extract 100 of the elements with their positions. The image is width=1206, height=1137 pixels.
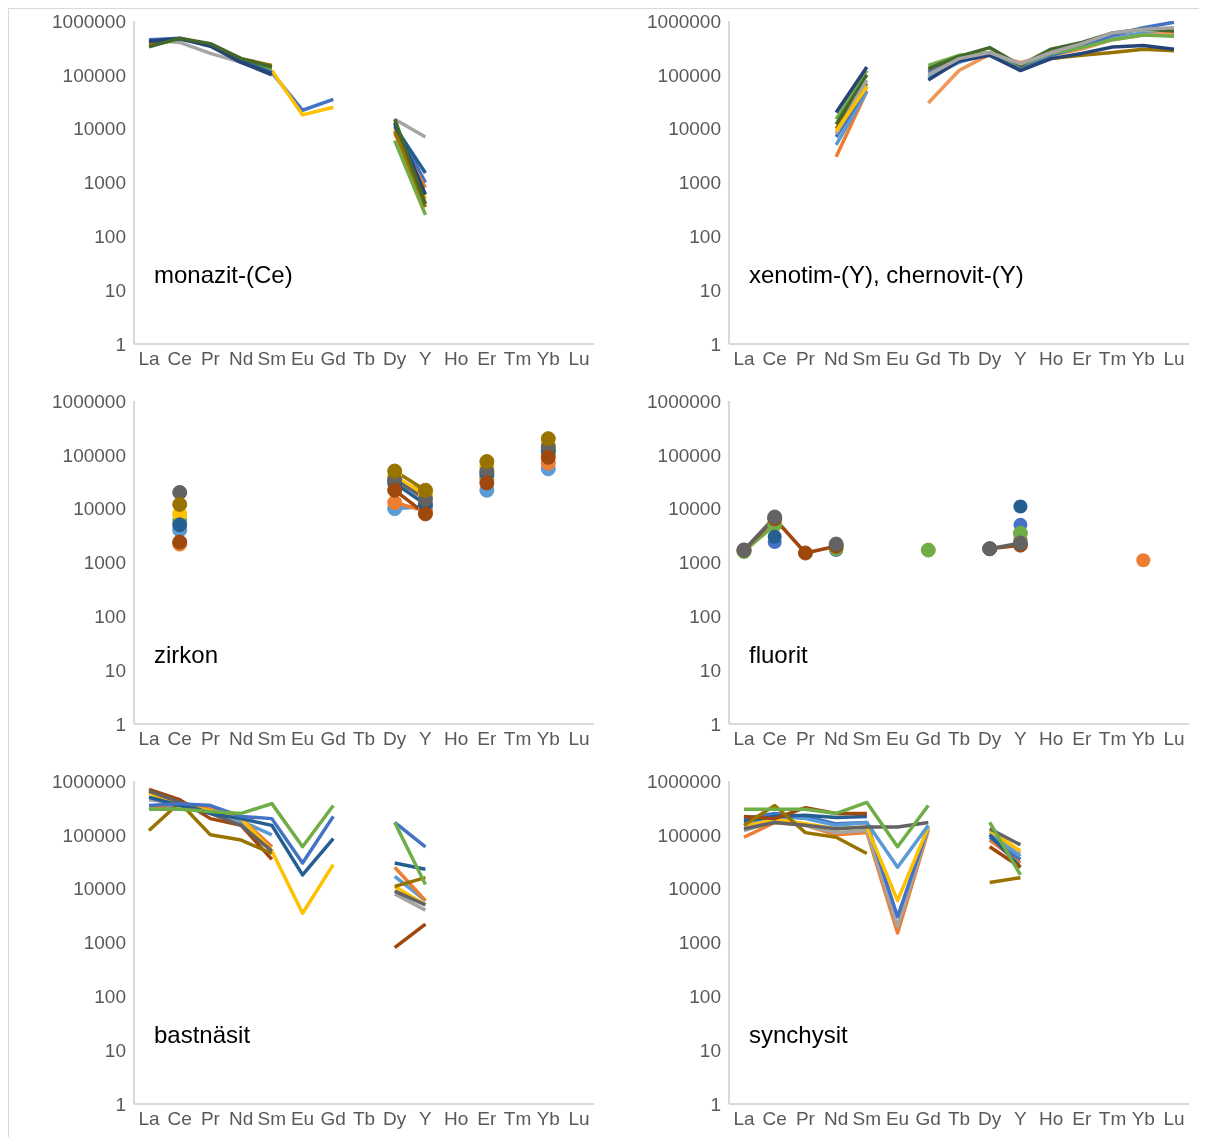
y-tick-label: 1 xyxy=(115,713,126,735)
x-tick-label: Yb xyxy=(536,728,560,750)
y-tick-label: 100 xyxy=(94,226,126,248)
x-tick-label: Ho xyxy=(1038,1108,1064,1130)
x-tick-label: Dy xyxy=(978,728,1002,750)
x-tick-label: Ho xyxy=(1038,348,1064,370)
y-tick-label: 1 xyxy=(710,333,721,355)
x-tick-label: Sm xyxy=(257,1108,287,1130)
x-tick-label: Pr xyxy=(795,348,816,370)
x-tick-label: La xyxy=(733,348,755,370)
y-tick-label: 10000 xyxy=(668,118,721,140)
y-tick-label: 1000000 xyxy=(647,10,721,32)
x-tick-label: Eu xyxy=(290,348,315,370)
x-tick-label: Tb xyxy=(947,728,971,750)
x-tick-label: Ho xyxy=(443,348,469,370)
x-tick-label: Gd xyxy=(320,1108,346,1130)
x-tick-label: Er xyxy=(1072,1108,1093,1130)
y-tick-label: 100 xyxy=(689,986,721,1008)
y-tick-label: 1000000 xyxy=(52,390,126,412)
y-tick-label: 10000 xyxy=(73,878,126,900)
x-tick-label: Lu xyxy=(568,348,590,370)
x-tick-label: Dy xyxy=(978,348,1002,370)
y-tick-label: 100 xyxy=(689,226,721,248)
y-tick-label: 1000 xyxy=(83,552,126,574)
x-tick-label: La xyxy=(733,1108,755,1130)
x-tick-label: Eu xyxy=(885,348,910,370)
x-tick-label: Ce xyxy=(167,348,192,370)
y-tick-label: 100000 xyxy=(62,64,126,86)
x-tick-label: Nd xyxy=(228,348,254,370)
x-tick-label: Pr xyxy=(795,728,816,750)
x-tick-label: Lu xyxy=(568,728,590,750)
x-tick-label: Tb xyxy=(352,348,376,370)
x-tick-label: Tm xyxy=(1098,348,1127,370)
x-tick-label: Er xyxy=(477,348,498,370)
x-tick-label: Tm xyxy=(503,1108,532,1130)
y-tick-label: 100000 xyxy=(657,64,721,86)
x-tick-label: La xyxy=(138,348,160,370)
x-tick-label: Tm xyxy=(1098,1108,1127,1130)
y-tick-label: 1000 xyxy=(678,932,721,954)
y-tick-label: 100 xyxy=(689,606,721,628)
text: bastnäsit xyxy=(154,1021,251,1049)
x-tick-label: La xyxy=(733,728,755,750)
x-tick-label: Gd xyxy=(320,728,346,750)
x-tick-label: Nd xyxy=(228,728,254,750)
x-tick-label: Eu xyxy=(885,728,910,750)
x-tick-label: Y xyxy=(1014,1108,1028,1130)
x-tick-label: Gd xyxy=(915,1108,941,1130)
x-tick-label: Tb xyxy=(947,348,971,370)
x-tick-label: Eu xyxy=(290,728,315,750)
x-tick-label: Nd xyxy=(823,1108,849,1130)
x-tick-label: Ce xyxy=(762,1108,787,1130)
x-tick-label: Tm xyxy=(503,728,532,750)
x-tick-label: Gd xyxy=(915,728,941,750)
y-tick-label: 100000 xyxy=(657,824,721,846)
x-tick-label: Tb xyxy=(352,1108,376,1130)
y-tick-label: 1 xyxy=(710,1093,721,1115)
x-tick-label: Y xyxy=(419,348,433,370)
y-tick-label: 10 xyxy=(104,659,126,681)
y-tick-label: 1000000 xyxy=(52,770,126,792)
x-tick-label: Lu xyxy=(1163,1108,1185,1130)
y-tick-label: 10000 xyxy=(73,498,126,520)
x-tick-label: Ho xyxy=(443,1108,469,1130)
x-tick-label: Dy xyxy=(978,1108,1002,1130)
x-tick-label: Nd xyxy=(823,348,849,370)
y-tick-label: 10000 xyxy=(668,498,721,520)
y-tick-label: 100000 xyxy=(62,824,126,846)
x-tick-label: Dy xyxy=(383,348,407,370)
x-tick-label: Pr xyxy=(795,1108,816,1130)
text: synchysit xyxy=(749,1021,848,1049)
y-tick-label: 1 xyxy=(710,713,721,735)
y-tick-label: 10 xyxy=(104,1039,126,1061)
y-tick-label: 10000 xyxy=(73,118,126,140)
x-tick-label: La xyxy=(138,728,160,750)
x-tick-label: Ho xyxy=(443,728,469,750)
x-tick-label: Er xyxy=(1072,348,1093,370)
x-tick-label: Sm xyxy=(852,728,882,750)
y-tick-label: 1000 xyxy=(678,172,721,194)
x-tick-label: Er xyxy=(477,1108,498,1130)
y-tick-label: 1000 xyxy=(83,932,126,954)
text: fluorit xyxy=(749,641,808,669)
x-tick-label: Ho xyxy=(1038,728,1064,750)
x-tick-label: Er xyxy=(1072,728,1093,750)
y-tick-label: 10 xyxy=(104,279,126,301)
text: zirkon xyxy=(154,641,219,669)
text: monazit-(Ce) xyxy=(154,261,293,289)
x-tick-label: Dy xyxy=(383,728,407,750)
y-tick-label: 100000 xyxy=(657,444,721,466)
x-tick-label: Lu xyxy=(1163,728,1185,750)
x-tick-label: La xyxy=(138,1108,160,1130)
x-tick-label: Yb xyxy=(1131,728,1155,750)
x-tick-label: Er xyxy=(477,728,498,750)
y-tick-label: 10000 xyxy=(668,878,721,900)
x-tick-label: Nd xyxy=(823,728,849,750)
x-tick-label: Ce xyxy=(167,1108,192,1130)
y-tick-label: 10 xyxy=(699,279,721,301)
x-tick-label: Lu xyxy=(1163,348,1185,370)
x-tick-label: Eu xyxy=(885,1108,910,1130)
x-tick-label: Dy xyxy=(383,1108,407,1130)
y-tick-label: 1 xyxy=(115,1093,126,1115)
x-tick-label: Lu xyxy=(568,1108,590,1130)
